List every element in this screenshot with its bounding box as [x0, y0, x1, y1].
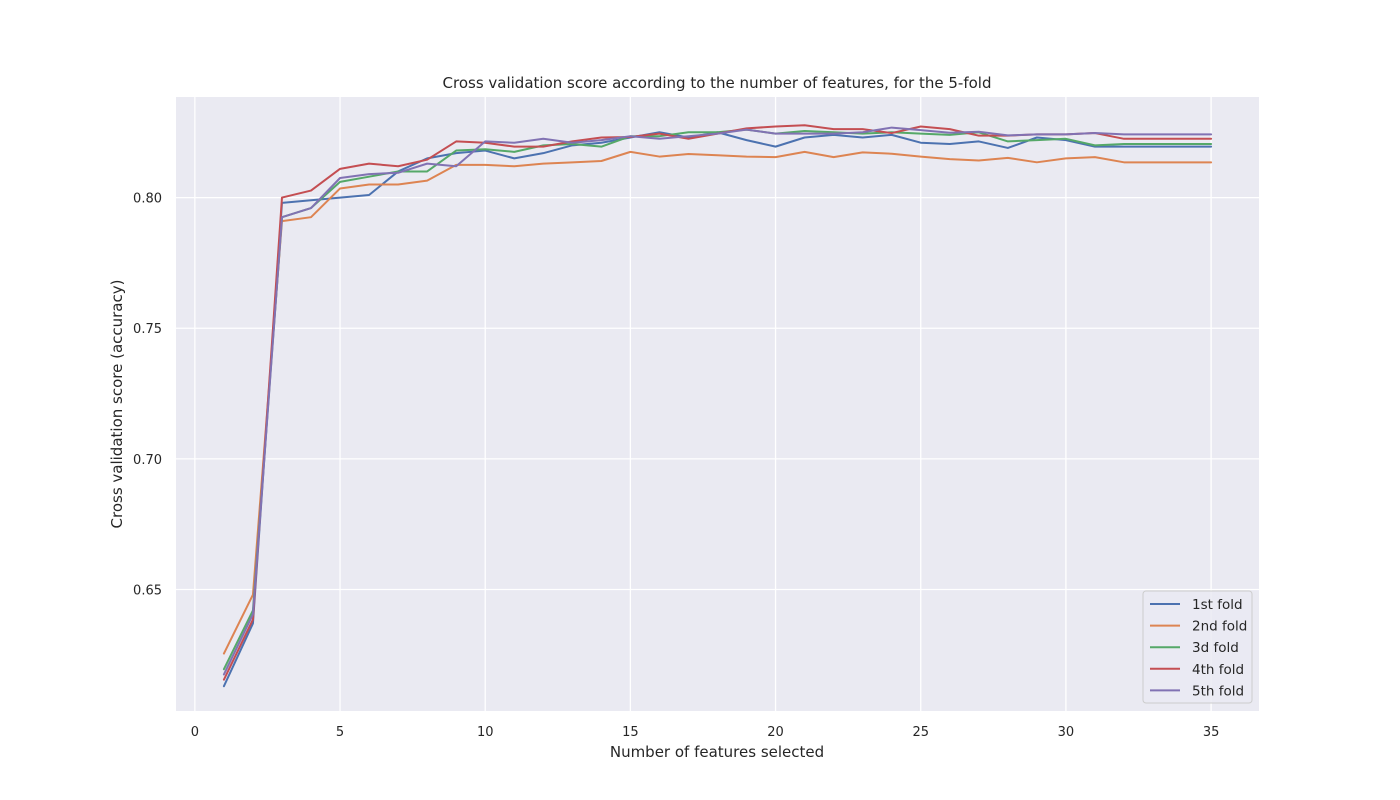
x-tick-labels: 0 5 10 15 20 25 30 35	[191, 725, 1220, 740]
x-tick-label: 10	[477, 725, 494, 740]
series-lines	[222, 124, 1213, 688]
legend-label: 2nd fold	[1192, 619, 1247, 635]
y-tick-label: 0.80	[133, 192, 162, 207]
grid-lines	[176, 97, 1259, 711]
x-tick-label: 35	[1203, 725, 1220, 740]
legend: 1st fold 2nd fold 3d fold 4th fold 5th fold	[1142, 590, 1253, 704]
x-tick-label: 15	[622, 725, 639, 740]
x-tick-label: 25	[912, 725, 929, 740]
legend-label: 1st fold	[1192, 597, 1243, 613]
x-tick-label: 5	[336, 725, 344, 740]
y-tick-label: 0.75	[133, 322, 162, 337]
legend-box	[1142, 590, 1253, 704]
legend-label: 5th fold	[1192, 683, 1244, 699]
x-tick-label: 0	[191, 725, 199, 740]
chart-title: Cross validation score according to the …	[443, 74, 992, 92]
y-tick-label: 0.65	[133, 584, 162, 599]
y-tick-labels: 0.65 0.70 0.75 0.80	[133, 192, 162, 599]
x-tick-label: 30	[1058, 725, 1075, 740]
series-line-5	[222, 126, 1213, 676]
legend-label: 4th fold	[1192, 662, 1244, 678]
x-axis-label: Number of features selected	[610, 743, 824, 761]
x-tick-label: 20	[767, 725, 784, 740]
y-axis-label: Cross validation score (accuracy)	[108, 280, 126, 529]
legend-label: 3d fold	[1192, 640, 1239, 656]
plot-area	[176, 97, 1259, 711]
series-line-2	[222, 150, 1213, 655]
y-tick-label: 0.70	[133, 453, 162, 468]
